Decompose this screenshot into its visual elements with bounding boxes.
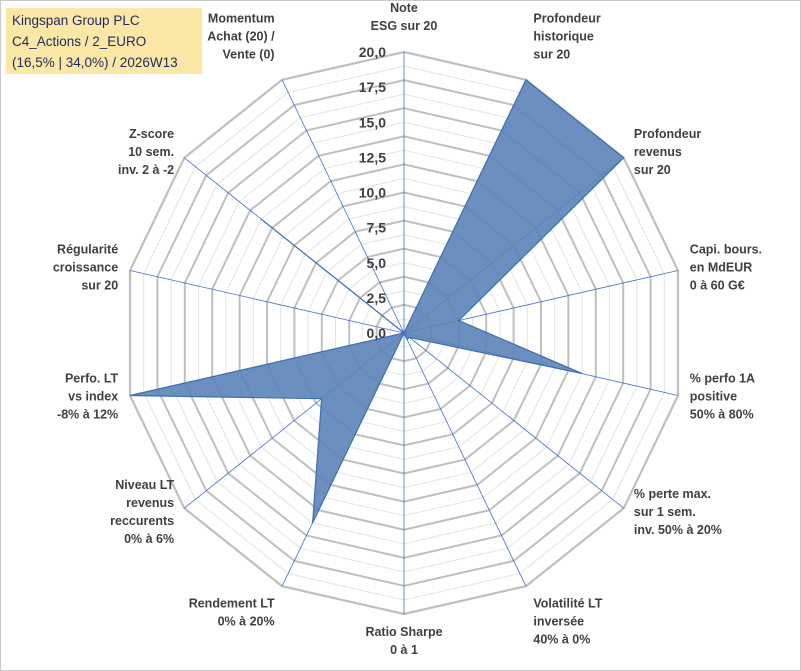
axis-label-line: Momentum	[208, 12, 275, 26]
tick-label: 7,5	[367, 220, 387, 236]
axis-label-line: reccurents	[110, 514, 174, 528]
axis-label-line: Profondeur	[634, 127, 701, 141]
axis-label-line: sur 20	[533, 48, 570, 62]
axis-label-line: Note	[390, 1, 418, 15]
axis-label-line: 50% à 80%	[690, 407, 754, 421]
spoke-line	[281, 79, 405, 334]
axis-label-line: 0 à 60 G€	[690, 279, 745, 293]
axis-label-line: Ratio Sharpe	[365, 625, 442, 639]
axis-label-line: % perte max.	[634, 487, 711, 501]
axis-label: Note ESG sur 20	[371, 1, 438, 33]
axis-label-line: revenus	[126, 496, 174, 510]
axis-label: Profondeur revenus sur 20	[634, 127, 701, 177]
axis-label-line: historique	[533, 30, 593, 44]
tick-label: 15,0	[359, 114, 386, 130]
axis-label-line: Achat (20) /	[207, 30, 275, 44]
spoke-line	[403, 332, 624, 509]
axis-label-line: Capi. bours.	[690, 243, 762, 257]
tick-label: 0,0	[367, 325, 387, 341]
axis-label-line: 0% à 20%	[218, 614, 275, 628]
axis-label: Volatilité LT inversée 40% à 0%	[533, 596, 602, 646]
axis-label-line: inv. 2 à -2	[118, 163, 174, 177]
axis-label-line: positive	[690, 389, 737, 403]
axis-label: Profondeur historique sur 20	[533, 12, 600, 62]
axis-label-line: -8% à 12%	[57, 407, 118, 421]
title-period: (16,5% | 34,0%) / 2026W13	[12, 55, 178, 70]
spoke-line	[403, 332, 527, 587]
tick-label: 2,5	[367, 290, 387, 306]
series	[129, 78, 625, 524]
axis-label-line: sur 20	[81, 279, 118, 293]
axis-label: % perte max. sur 1 sem. inv. 50% à 20%	[634, 487, 722, 537]
axis-label: Momentum Achat (20) / Vente (0)	[207, 12, 275, 62]
axis-label-line: Z-score	[129, 127, 174, 141]
tick-label: 17,5	[359, 79, 386, 95]
axis-label-line: sur 20	[634, 163, 671, 177]
tick-label: 20,0	[359, 44, 386, 60]
axis-label-line: Rendement LT	[189, 596, 275, 610]
axis-label: Régularité croissance sur 20	[53, 243, 118, 293]
tick-label: 5,0	[367, 255, 387, 271]
axis-label: Rendement LT 0% à 20%	[189, 596, 275, 628]
tick-label: 12,5	[359, 149, 386, 165]
spoke-line	[129, 270, 405, 334]
axis-label-line: 10 sem.	[128, 145, 174, 159]
axis-label-line: inversée	[533, 614, 584, 628]
axis-label: Capi. bours. en MdEUR 0 à 60 G€	[690, 243, 762, 293]
axis-label-line: Vente (0)	[222, 48, 274, 62]
axis-label-line: Volatilité LT	[533, 596, 602, 610]
axis-label-line: Perfo. LT	[65, 371, 119, 385]
axis-label-line: 0 à 1	[390, 643, 418, 657]
tick-label: 10,0	[359, 185, 386, 201]
axis-label: Ratio Sharpe 0 à 1	[365, 625, 442, 657]
axis-labels: Note ESG sur 20 Profondeur historique sur 20…	[53, 1, 762, 657]
axis-label-line: ESG sur 20	[371, 19, 438, 33]
axis-label-line: % perfo 1A	[690, 371, 755, 385]
axis-label: Z-score 10 sem. inv. 2 à -2	[118, 127, 174, 177]
tick-labels: 0,0 2,5 5,0 7,5 10,0 12,5 15,0 17,5 20,0	[359, 44, 386, 341]
title-company: Kingspan Group PLC	[12, 13, 140, 28]
series-area	[129, 78, 625, 524]
axis-label-line: croissance	[53, 261, 118, 275]
axis-label-line: en MdEUR	[690, 261, 753, 275]
axis-label: Perfo. LT vs index -8% à 12%	[57, 371, 119, 421]
axis-label-line: 40% à 0%	[533, 632, 590, 646]
axis-label-line: Niveau LT	[115, 478, 174, 492]
axis-label-line: vs index	[68, 389, 118, 403]
axis-label-line: Régularité	[57, 243, 118, 257]
title-category: C4_Actions / 2_EURO	[12, 34, 147, 49]
axis-label-line: 0% à 6%	[124, 532, 174, 546]
axis-label-line: inv. 50% à 20%	[634, 523, 722, 537]
axis-label: % perfo 1A positive 50% à 80%	[690, 371, 755, 421]
chart-title-box: Kingspan Group PLC C4_Actions / 2_EURO (…	[6, 8, 202, 74]
axis-label: Niveau LT revenus reccurents 0% à 6%	[110, 478, 174, 546]
axis-label-line: revenus	[634, 145, 682, 159]
axis-label-line: Profondeur	[533, 12, 600, 26]
axis-label-line: sur 1 sem.	[634, 505, 696, 519]
